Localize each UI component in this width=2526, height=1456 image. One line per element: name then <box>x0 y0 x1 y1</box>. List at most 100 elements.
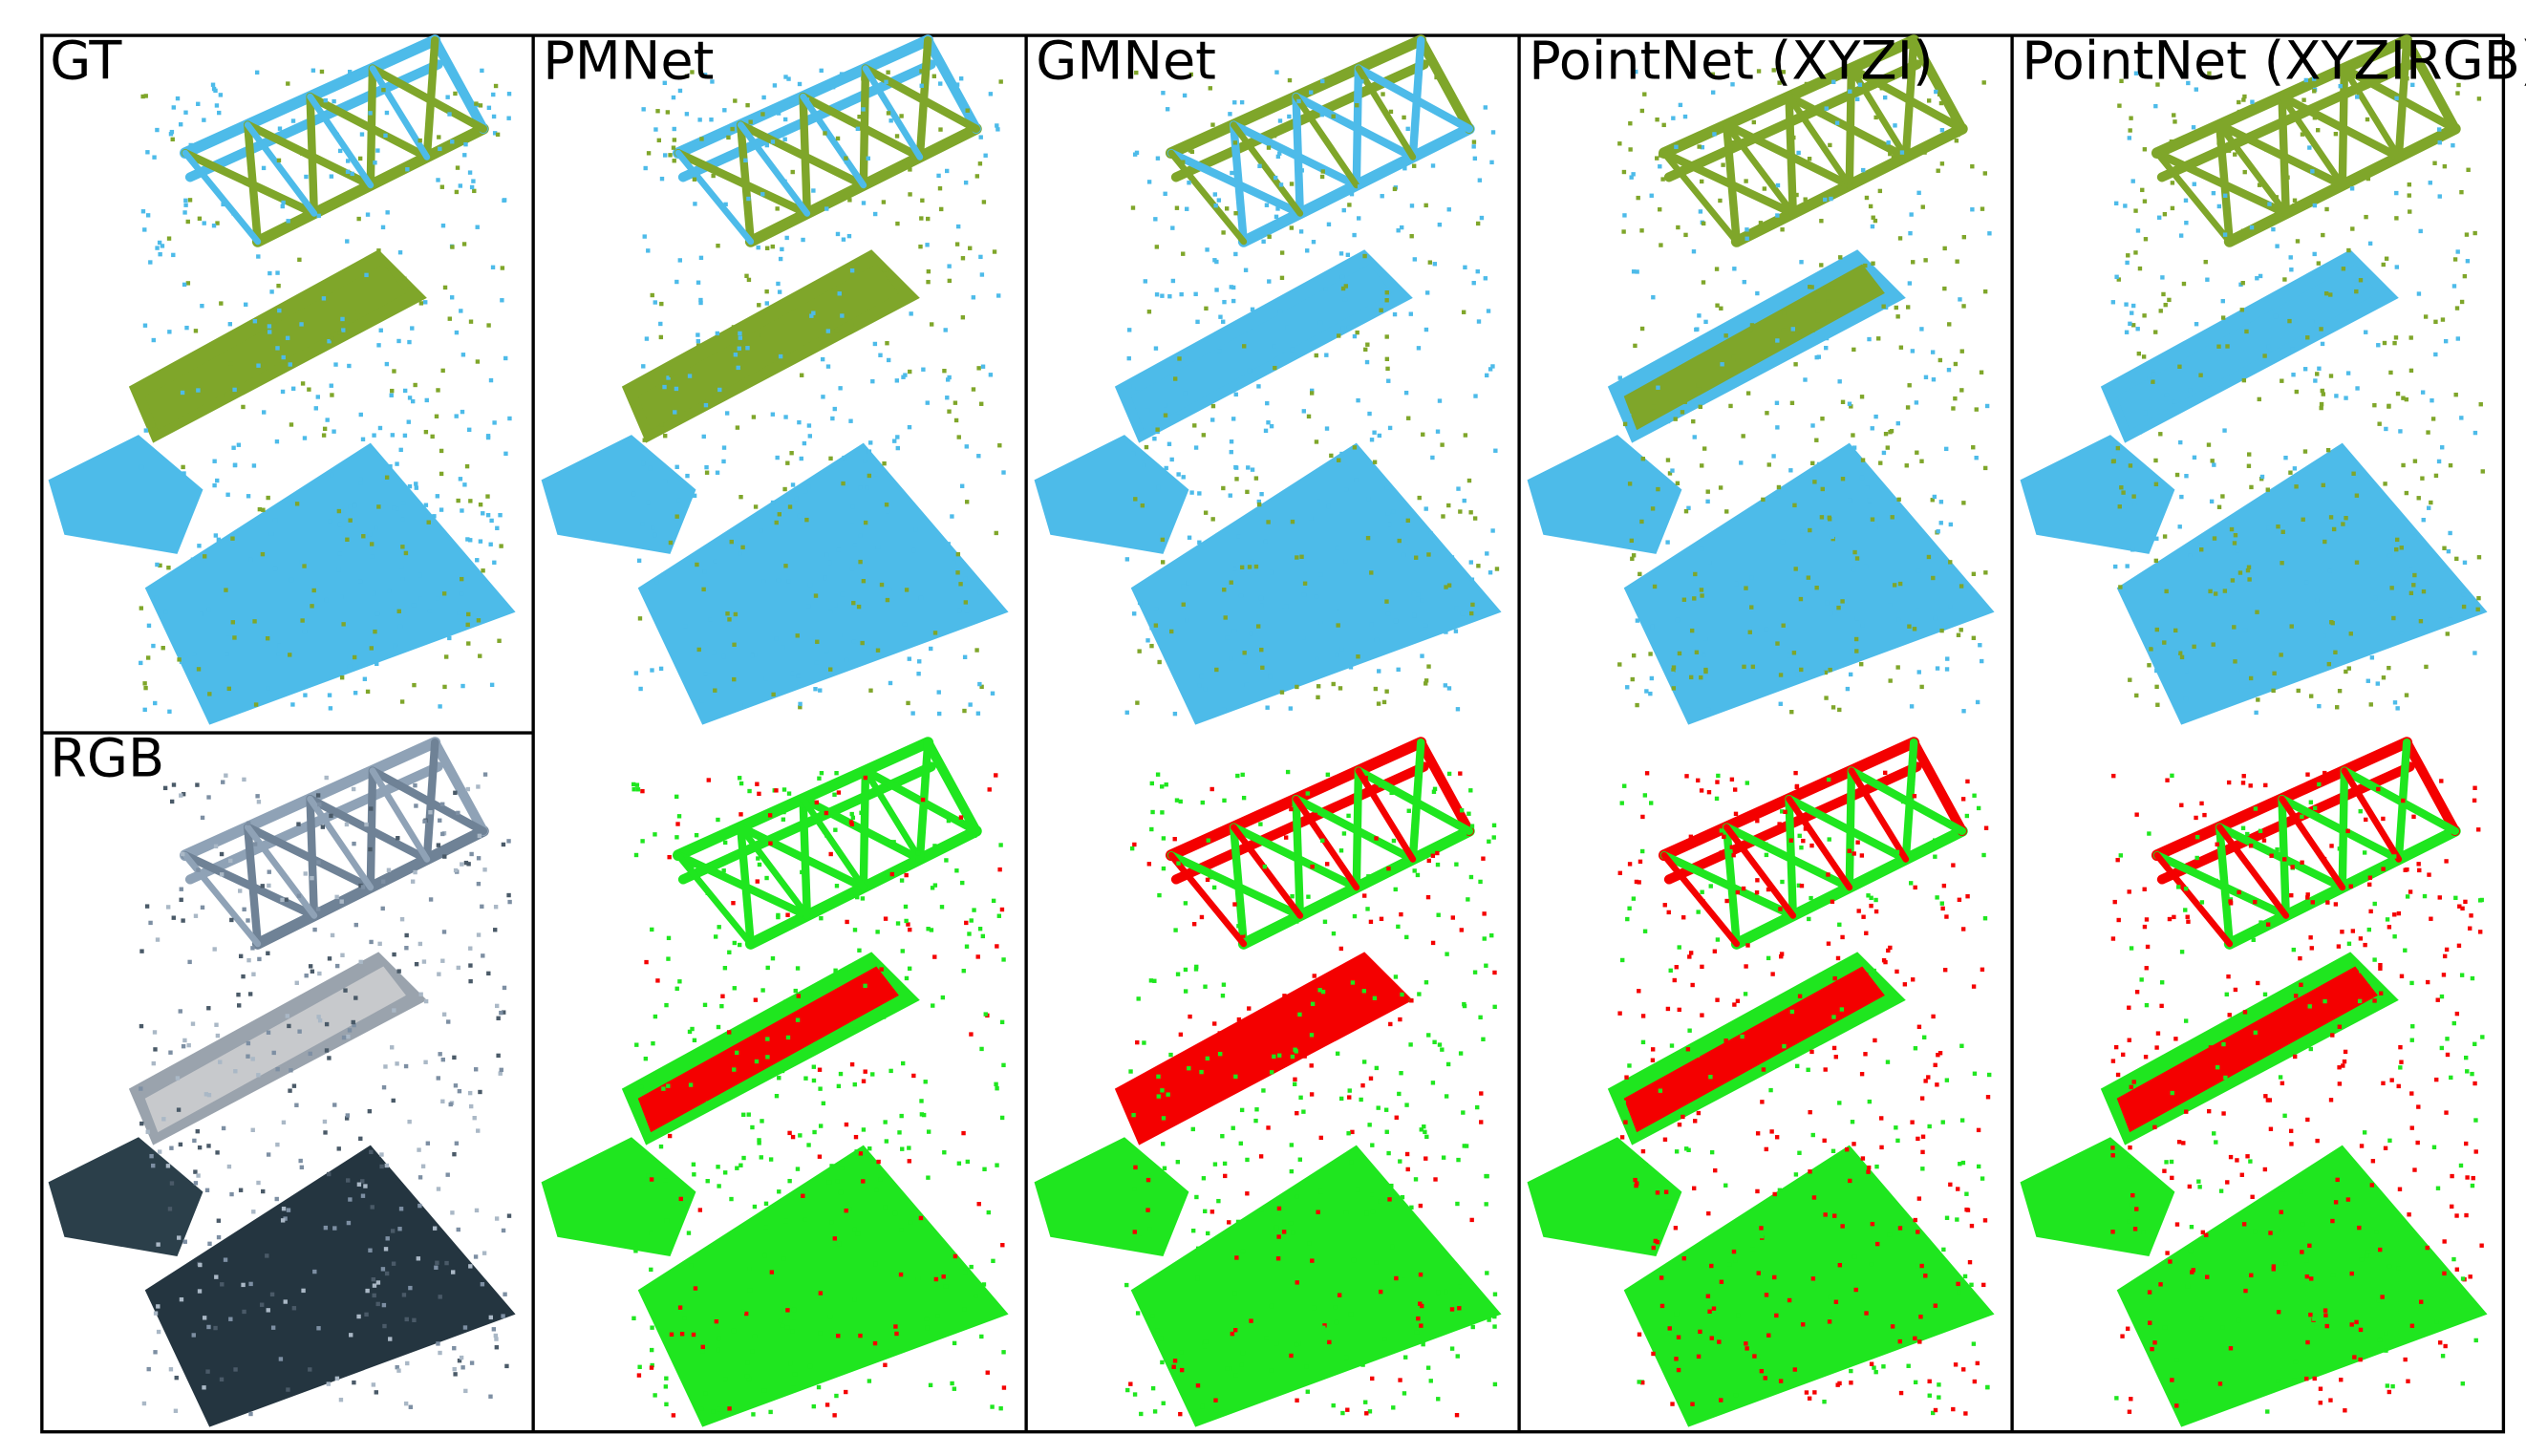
point <box>1819 279 1824 284</box>
point <box>215 478 220 483</box>
point <box>1627 413 1632 418</box>
point <box>1139 1117 1144 1122</box>
point <box>920 797 926 803</box>
point <box>1193 291 1198 297</box>
point <box>1760 1100 1765 1104</box>
point <box>2341 522 2345 526</box>
point <box>760 192 765 197</box>
point <box>226 1164 232 1169</box>
point <box>2240 781 2246 785</box>
point <box>676 498 682 503</box>
point <box>286 219 290 224</box>
point <box>1341 207 1346 213</box>
point <box>1426 664 1431 669</box>
point <box>798 1133 803 1138</box>
point <box>453 867 459 873</box>
point <box>1718 485 1723 490</box>
point <box>2372 402 2377 408</box>
point <box>2299 982 2303 988</box>
point <box>395 461 399 466</box>
point <box>1911 260 1916 265</box>
point <box>653 532 657 538</box>
point <box>1916 1196 1922 1201</box>
point <box>662 80 667 86</box>
point <box>1972 1379 1978 1384</box>
point <box>2267 202 2272 206</box>
point <box>1830 536 1835 542</box>
point <box>1730 82 1735 87</box>
point <box>1806 1067 1810 1072</box>
point <box>140 94 145 99</box>
point <box>828 667 833 672</box>
point <box>2408 368 2414 374</box>
point <box>2215 842 2219 846</box>
point <box>1333 1305 1338 1310</box>
point <box>445 1172 450 1177</box>
point <box>969 918 974 923</box>
point <box>2409 1125 2414 1130</box>
point <box>392 1008 396 1013</box>
point <box>351 786 356 792</box>
point <box>1810 328 1815 332</box>
point <box>1424 1134 1429 1140</box>
point <box>1399 225 1404 230</box>
point <box>947 278 953 284</box>
point <box>803 1217 807 1222</box>
point <box>2199 900 2205 905</box>
point <box>214 1022 219 1027</box>
point <box>1873 897 1878 903</box>
point <box>357 156 363 161</box>
point <box>192 652 197 656</box>
point <box>2200 72 2205 77</box>
truss-rail <box>1416 738 1474 836</box>
point <box>2444 1110 2449 1115</box>
point <box>790 482 796 487</box>
point <box>2130 303 2136 309</box>
point <box>1699 179 1704 184</box>
point <box>259 1302 265 1307</box>
point <box>919 1099 924 1103</box>
point <box>1147 1227 1152 1232</box>
point <box>491 1327 497 1332</box>
point <box>2305 1339 2310 1345</box>
point <box>1260 665 1265 671</box>
point <box>1668 968 1673 974</box>
point <box>1916 670 1921 674</box>
point <box>908 927 912 932</box>
point <box>1927 1393 1932 1398</box>
point <box>1217 1051 1223 1057</box>
point <box>812 1129 817 1135</box>
point <box>936 690 941 695</box>
point <box>1814 354 1819 360</box>
point <box>2330 188 2336 193</box>
point <box>1456 1157 1461 1163</box>
point <box>2185 1284 2191 1289</box>
point <box>1160 1360 1165 1365</box>
point <box>920 198 925 203</box>
point <box>2185 914 2190 919</box>
point <box>2475 607 2480 612</box>
point <box>1346 325 1351 330</box>
point <box>1667 1326 1672 1331</box>
point <box>1135 1039 1140 1045</box>
point <box>895 445 900 451</box>
point <box>1796 150 1801 156</box>
point <box>897 1130 902 1135</box>
point <box>2240 281 2245 286</box>
point <box>2344 516 2348 521</box>
point <box>1699 546 1704 551</box>
point <box>298 1158 303 1164</box>
point <box>2460 1381 2465 1386</box>
point <box>2412 459 2418 463</box>
point <box>1628 121 1633 126</box>
point <box>1976 805 1981 811</box>
point <box>476 881 482 887</box>
point <box>1961 234 1966 240</box>
point <box>2129 1124 2133 1130</box>
point <box>701 587 706 592</box>
point <box>274 439 280 444</box>
point <box>738 335 743 340</box>
point <box>1391 509 1396 514</box>
point <box>1908 230 1913 236</box>
point <box>1867 1099 1873 1104</box>
